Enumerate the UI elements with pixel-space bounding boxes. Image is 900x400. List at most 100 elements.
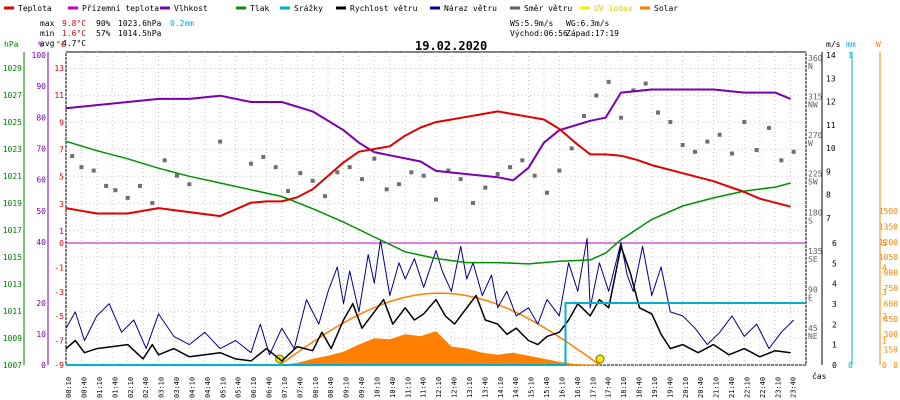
x-tick-label: 20:10 xyxy=(682,377,690,398)
tick-ms-upper: 8 xyxy=(826,191,831,200)
tick-direction-letter: NW xyxy=(808,101,818,110)
grid-layer xyxy=(65,52,807,366)
tick-hpa: 1029 xyxy=(3,64,22,73)
tick-hpa: 1025 xyxy=(3,118,22,127)
wind-direction-point xyxy=(261,154,266,159)
stats-block: max 9.8°C 90% 1023.6hPa 0.2mm min 1.6°C … xyxy=(40,19,194,48)
wind-direction-point xyxy=(446,168,451,173)
tick-humidity: 50 xyxy=(36,207,46,216)
tick-ms-lower: 2 xyxy=(832,320,837,329)
x-tick-label: 04:40 xyxy=(204,377,212,398)
wind-direction-point xyxy=(643,81,648,86)
tick-direction-letter: W xyxy=(808,139,813,148)
tick-temp-upper: 9 xyxy=(59,118,64,127)
stat-max-press: 1023.6hPa xyxy=(118,19,162,28)
tick-direction-letter: S xyxy=(808,216,813,225)
x-tick-label: 13:10 xyxy=(466,377,474,398)
tick-hpa: 1017 xyxy=(3,226,22,235)
x-tick-label: 17:10 xyxy=(589,377,597,398)
wind-direction-point xyxy=(372,156,377,161)
wind-direction-point xyxy=(409,170,414,175)
tick-humidity-lower: 0 xyxy=(41,361,46,370)
tick-watts-small: 2 xyxy=(882,312,887,321)
tick-direction-letter: SE xyxy=(808,255,818,264)
series-humidity xyxy=(65,88,791,182)
tick-hpa: 1009 xyxy=(3,334,22,343)
x-tick-label: 21:40 xyxy=(728,377,736,398)
tick-direction-letter: E xyxy=(808,293,813,302)
x-tick-label: 06:10 xyxy=(250,377,258,398)
tick-humidity: 60 xyxy=(36,176,46,185)
x-tick-label: 14:40 xyxy=(512,377,520,398)
x-tick-label: 05:40 xyxy=(235,377,243,398)
series-wind-gust xyxy=(65,237,795,356)
wind-direction-point xyxy=(705,139,710,144)
wind-direction-point xyxy=(70,154,75,159)
x-tick-label: 03:40 xyxy=(173,377,181,398)
wind-direction-point xyxy=(791,149,796,154)
wind-direction-point xyxy=(532,173,537,178)
x-tick-label: 20:40 xyxy=(697,377,705,398)
x-tick-label: 19:10 xyxy=(651,377,659,398)
x-tick-label: 11:40 xyxy=(420,377,428,398)
wind-direction-point xyxy=(545,190,549,195)
x-tick-label: 23:10 xyxy=(774,377,782,398)
tick-watts: 600 xyxy=(884,299,899,308)
tick-direction-letter: SW xyxy=(808,178,818,187)
wind-direction-point xyxy=(557,168,562,173)
tick-ms-upper: 7 xyxy=(826,214,831,223)
tick-ms-lower: 4 xyxy=(832,280,837,289)
tick-humidity: 100 xyxy=(32,51,47,60)
stat-avg-label: avg xyxy=(40,39,55,48)
solar-area xyxy=(278,331,600,365)
tick-ms-upper: 11 xyxy=(826,121,836,130)
wind-direction-point xyxy=(79,165,84,170)
wind-wg: WG:6.3m/s xyxy=(566,19,610,28)
tick-watts: 0 xyxy=(893,361,898,370)
series-rain xyxy=(66,302,806,366)
x-tick-label: 04:10 xyxy=(188,377,196,398)
x-tick-label: 07:40 xyxy=(296,377,304,398)
wind-direction-point xyxy=(619,115,623,120)
legend-label-1: Přízemní teplota xyxy=(82,4,159,13)
tick-humidity-lower: 20 xyxy=(36,299,46,308)
x-tick-label: 01:10 xyxy=(96,377,104,398)
tick-hpa: 1011 xyxy=(3,307,22,316)
wind-direction-point xyxy=(483,185,488,190)
wind-direction-point xyxy=(594,93,599,98)
wind-direction-point xyxy=(91,168,96,173)
series-temperature xyxy=(65,110,791,218)
wind-direction-point xyxy=(218,139,223,144)
tick-hpa: 1023 xyxy=(3,145,22,154)
tick-humidity: 90 xyxy=(36,82,46,91)
x-tick-label: 15:40 xyxy=(543,377,551,398)
wind-direction-point xyxy=(273,165,278,170)
tick-temp-upper: 3 xyxy=(59,200,64,209)
tick-ms-upper: 10 xyxy=(826,144,836,153)
wind-direction-point xyxy=(434,197,438,202)
wind-direction-point xyxy=(125,195,130,200)
wind-direction-point xyxy=(680,142,685,147)
x-tick-label: 06:40 xyxy=(266,377,274,398)
tick-direction: 45 xyxy=(808,324,818,333)
x-tick-label: 00:40 xyxy=(81,377,89,398)
tick-watts: 300 xyxy=(884,330,899,339)
tick-watts: 1350 xyxy=(879,222,898,231)
tick-ms-lower: 3 xyxy=(832,300,837,309)
tick-humidity: 40 xyxy=(36,238,46,247)
wind-direction-point xyxy=(323,194,327,199)
wind-direction-point xyxy=(360,177,364,182)
tick-temp-upper: 1 xyxy=(59,227,64,236)
x-tick-label: 15:10 xyxy=(528,377,536,398)
tick-ms-upper: 12 xyxy=(826,98,836,107)
tick-ms-upper: 9 xyxy=(826,167,831,176)
legend-label-5: Rychlost větru xyxy=(350,4,418,13)
stat-max-hum: 90% xyxy=(96,19,111,28)
stat-max-label: max xyxy=(40,19,55,28)
x-tick-label: 22:40 xyxy=(759,377,767,398)
x-tick-label: 18:10 xyxy=(620,377,628,398)
tick-temp-lower: -3 xyxy=(54,288,64,297)
tick-direction-letter: NE xyxy=(808,332,818,341)
tick-watts: 1500 xyxy=(879,207,898,216)
